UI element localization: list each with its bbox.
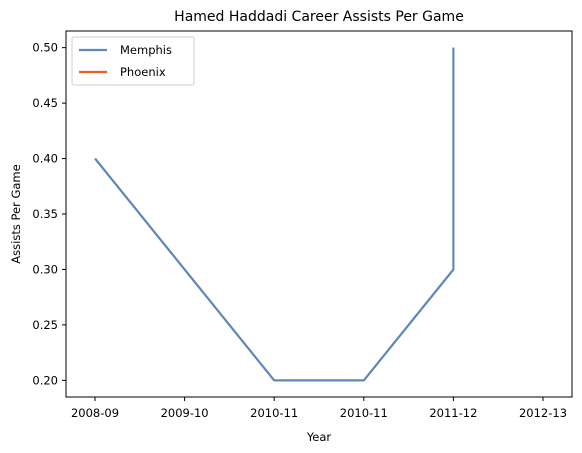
- x-tick-label: 2009-10: [161, 406, 209, 420]
- y-tick-label: 0.35: [32, 207, 58, 221]
- y-tick-label: 0.45: [32, 96, 58, 110]
- x-axis: 2008-09 2009-10 2010-11 2010-11 2011-12 2012-…: [71, 397, 567, 420]
- y-axis: 0.20 0.25 0.30 0.35 0.40 0.45 0.50: [32, 41, 66, 387]
- legend-label-memphis: Memphis: [120, 43, 172, 57]
- legend: Memphis Phoenix: [71, 36, 195, 86]
- y-tick-label: 0.30: [32, 262, 58, 276]
- y-axis-label: Assists Per Game: [9, 164, 23, 263]
- series-line-memphis: [94, 47, 455, 382]
- y-tick-label: 0.50: [32, 41, 58, 55]
- legend-label-phoenix: Phoenix: [120, 65, 166, 79]
- x-tick-label: 2011-12: [429, 406, 477, 420]
- plot-area: 0.20 0.25 0.30 0.35 0.40 0.45 0.50 2008-09 2009…: [32, 30, 573, 420]
- x-tick-label: 2010-11: [340, 406, 388, 420]
- x-tick-label: 2012-13: [519, 406, 567, 420]
- x-tick-label: 2008-09: [71, 406, 119, 420]
- x-axis-label: Year: [306, 430, 332, 444]
- series-lines: [94, 47, 455, 382]
- x-tick-label: 2010-11: [250, 406, 298, 420]
- chart-title: Hamed Haddadi Career Assists Per Game: [174, 9, 464, 25]
- y-tick-label: 0.20: [32, 373, 58, 387]
- y-tick-label: 0.40: [32, 152, 58, 166]
- y-tick-label: 0.25: [32, 318, 58, 332]
- plot-frame: [65, 30, 573, 398]
